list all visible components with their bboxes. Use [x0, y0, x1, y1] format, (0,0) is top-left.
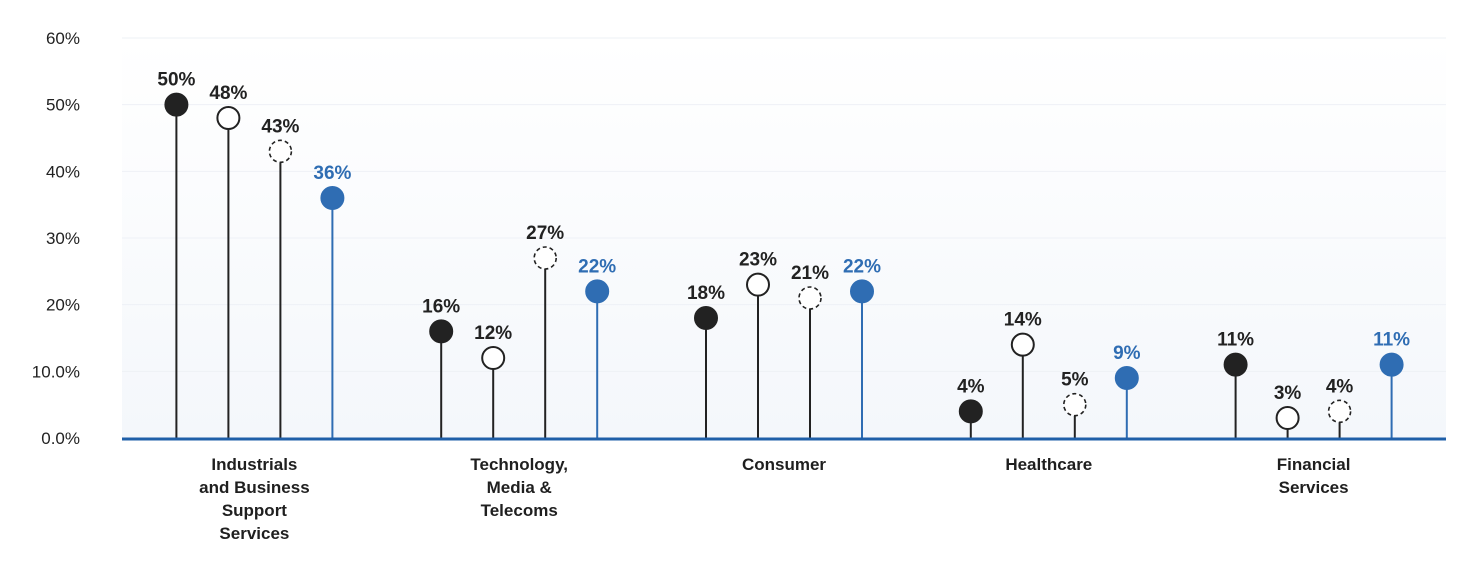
value-label: 18% — [687, 283, 725, 304]
y-tick-label: 50% — [46, 96, 80, 115]
y-tick-label: 40% — [46, 162, 80, 181]
value-label: 43% — [261, 116, 299, 137]
lollipop-marker-outline — [1275, 406, 1300, 430]
y-tick-label: 60% — [46, 29, 80, 48]
category-label-line: Media & — [487, 478, 552, 497]
category-label-line: Services — [219, 524, 289, 543]
value-label: 23% — [739, 250, 777, 271]
lollipop-marker-dashed — [533, 246, 558, 270]
value-label: 22% — [843, 256, 881, 277]
lollipop-marker-filled-dark — [958, 399, 983, 424]
lollipop-marker-filled-blue — [585, 279, 610, 304]
value-label: 48% — [209, 83, 247, 104]
value-label: 21% — [791, 263, 829, 284]
lollipop-marker-outline — [1010, 332, 1035, 357]
value-label: 36% — [313, 163, 351, 184]
lollipop-marker-filled-blue — [850, 279, 874, 304]
lollipop-stems — [175, 115, 1393, 438]
category-label-line: Support — [222, 501, 287, 520]
lollipop-marker-dashed — [1327, 399, 1352, 424]
category-label: Healthcare — [1005, 455, 1092, 474]
value-label: 3% — [1274, 383, 1302, 404]
lollipop-marker-filled-blue — [1379, 352, 1404, 377]
y-tick-label: 0.0% — [41, 429, 80, 448]
lollipop-marker-filled-blue — [1114, 366, 1139, 390]
lollipop-marker-filled-blue — [320, 186, 345, 210]
category-label-line: Telecoms — [481, 501, 558, 520]
value-labels: 50% 48% 43% 36% 16% 12% 27% 22% 18% 23% 21% 22% 4% 14… — [157, 70, 1410, 404]
y-tick-label: 10.0% — [32, 362, 80, 381]
value-label: 11% — [1373, 330, 1410, 351]
category-label-line: Industrials — [211, 455, 297, 474]
category-label: Technology, Media & Telecoms — [470, 455, 568, 520]
lollipop-marker-dashed — [268, 139, 293, 164]
gridlines — [122, 37, 1446, 372]
value-label: 12% — [474, 323, 512, 344]
value-label: 11% — [1217, 330, 1254, 351]
value-label: 27% — [526, 223, 564, 244]
category-label-line: Consumer — [742, 455, 826, 474]
lollipop-marker-filled-dark — [429, 319, 454, 344]
value-label: 9% — [1113, 343, 1141, 364]
lollipop-marker-outline — [481, 346, 506, 370]
category-label-line: Financial — [1277, 455, 1351, 474]
category-label-line: and Business — [199, 478, 310, 497]
lollipop-marker-outline — [746, 272, 770, 297]
category-label: Industrials and Business Support Services — [199, 455, 310, 543]
value-label: 4% — [1326, 376, 1354, 397]
lollipop-marker-filled-dark — [1223, 352, 1248, 377]
y-axis-ticks: 0.0% 10.0% 20% 30% 40% 50% 60% — [32, 29, 80, 448]
value-label: 14% — [1004, 310, 1042, 331]
lollipop-markers — [164, 92, 1404, 430]
value-label: 50% — [157, 70, 195, 91]
category-labels: Industrials and Business Support Services Te… — [199, 455, 1350, 543]
category-label-line: Services — [1279, 478, 1349, 497]
value-label: 22% — [578, 256, 616, 277]
lollipop-marker-filled-dark — [164, 92, 189, 117]
value-label: 5% — [1061, 370, 1089, 391]
lollipop-marker-filled-dark — [694, 306, 718, 330]
y-tick-label: 20% — [46, 296, 80, 315]
value-label: 16% — [422, 296, 460, 317]
category-label: Consumer — [742, 455, 826, 474]
category-label-line: Healthcare — [1005, 455, 1092, 474]
category-label-line: Technology, — [470, 455, 568, 474]
value-label: 4% — [957, 376, 985, 397]
lollipop-marker-dashed — [798, 286, 822, 310]
lollipop-marker-outline — [216, 106, 241, 130]
lollipop-marker-dashed — [1063, 392, 1087, 417]
category-label: Financial Services — [1277, 455, 1351, 497]
y-tick-label: 30% — [46, 229, 80, 248]
